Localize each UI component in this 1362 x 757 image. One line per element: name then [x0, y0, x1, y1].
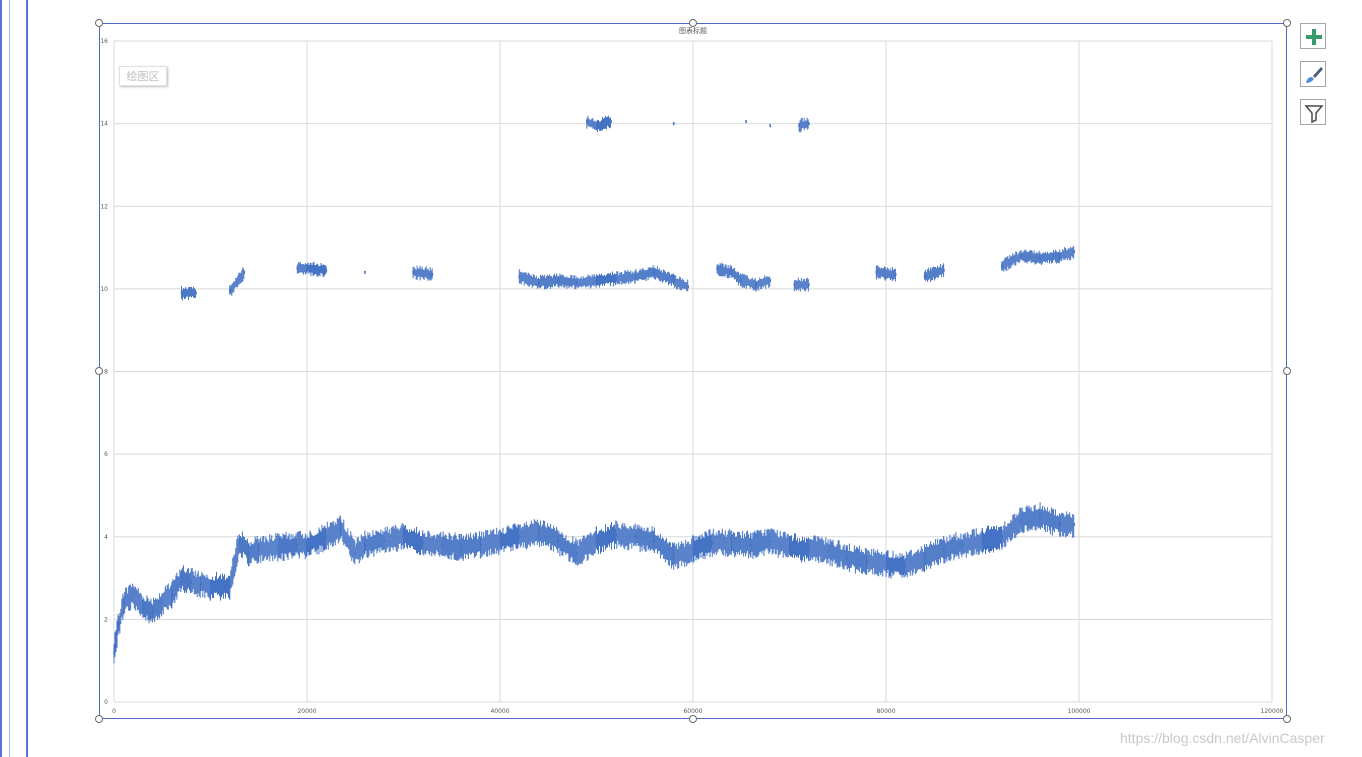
y-tick-label: 4: [104, 534, 108, 541]
strip-border-right: [26, 0, 28, 757]
data-point: [325, 268, 328, 272]
x-tick-label: 120000: [1261, 708, 1284, 715]
x-tick-label: 80000: [876, 708, 895, 715]
data-point: [769, 124, 771, 128]
funnel-icon: [1304, 105, 1324, 124]
y-tick-label: 8: [104, 369, 108, 376]
y-tick-label: 0: [104, 699, 108, 706]
strip-border-left: [0, 0, 2, 757]
grid-layer: [113, 40, 1273, 703]
x-tick-label: 0: [112, 708, 116, 715]
data-point: [769, 279, 771, 283]
y-tick-label: 16: [100, 38, 108, 45]
data-layer: [113, 115, 1075, 664]
data-point: [808, 283, 810, 287]
chart-title[interactable]: 图表标题: [679, 27, 707, 35]
watermark-text: https://blog.csdn.net/AlvinCasper: [1120, 730, 1325, 746]
data-point: [894, 272, 897, 276]
y-tick-label: 2: [104, 616, 108, 623]
chart-filters-button[interactable]: [1300, 99, 1326, 125]
resize-handle-right[interactable]: [1283, 367, 1291, 375]
data-point: [672, 122, 675, 126]
data-point: [243, 270, 246, 274]
spreadsheet-column-strip: [0, 0, 28, 757]
x-tick-label: 60000: [683, 708, 702, 715]
resize-handle-top[interactable]: [689, 19, 697, 27]
paintbrush-icon: [1306, 67, 1323, 83]
data-point: [687, 285, 689, 289]
resize-handle-bottom[interactable]: [689, 715, 697, 723]
data-point: [1073, 250, 1075, 254]
data-point: [943, 268, 945, 272]
resize-handle-top-right[interactable]: [1283, 19, 1291, 27]
chart-elements-button[interactable]: [1300, 23, 1326, 49]
data-point: [364, 270, 366, 274]
resize-handle-left[interactable]: [95, 367, 103, 375]
resize-handle-bottom-left[interactable]: [95, 715, 103, 723]
resize-handle-bottom-right[interactable]: [1283, 715, 1291, 723]
x-tick-label: 20000: [297, 708, 316, 715]
tick-layer: 0 20000 40000 60000 80000 100000 120000 0 2 4 6 8 10…: [100, 38, 1283, 715]
x-tick-label: 100000: [1068, 708, 1091, 715]
data-point: [745, 120, 747, 124]
data-point: [431, 272, 434, 276]
plot-area-tooltip: 绘图区: [119, 66, 167, 86]
resize-handle-top-left[interactable]: [95, 19, 103, 27]
y-tick-label: 14: [100, 121, 108, 128]
y-tick-label: 6: [104, 451, 108, 458]
data-point: [195, 291, 197, 295]
chart-styles-button[interactable]: [1300, 61, 1326, 87]
data-point: [1073, 522, 1075, 526]
strip-column-separator: [9, 0, 10, 757]
plus-icon: [1306, 29, 1322, 45]
x-tick-label: 40000: [490, 708, 509, 715]
data-point: [610, 120, 612, 124]
y-tick-label: 12: [100, 203, 108, 210]
y-tick-label: 10: [100, 286, 108, 293]
data-point: [808, 122, 810, 126]
